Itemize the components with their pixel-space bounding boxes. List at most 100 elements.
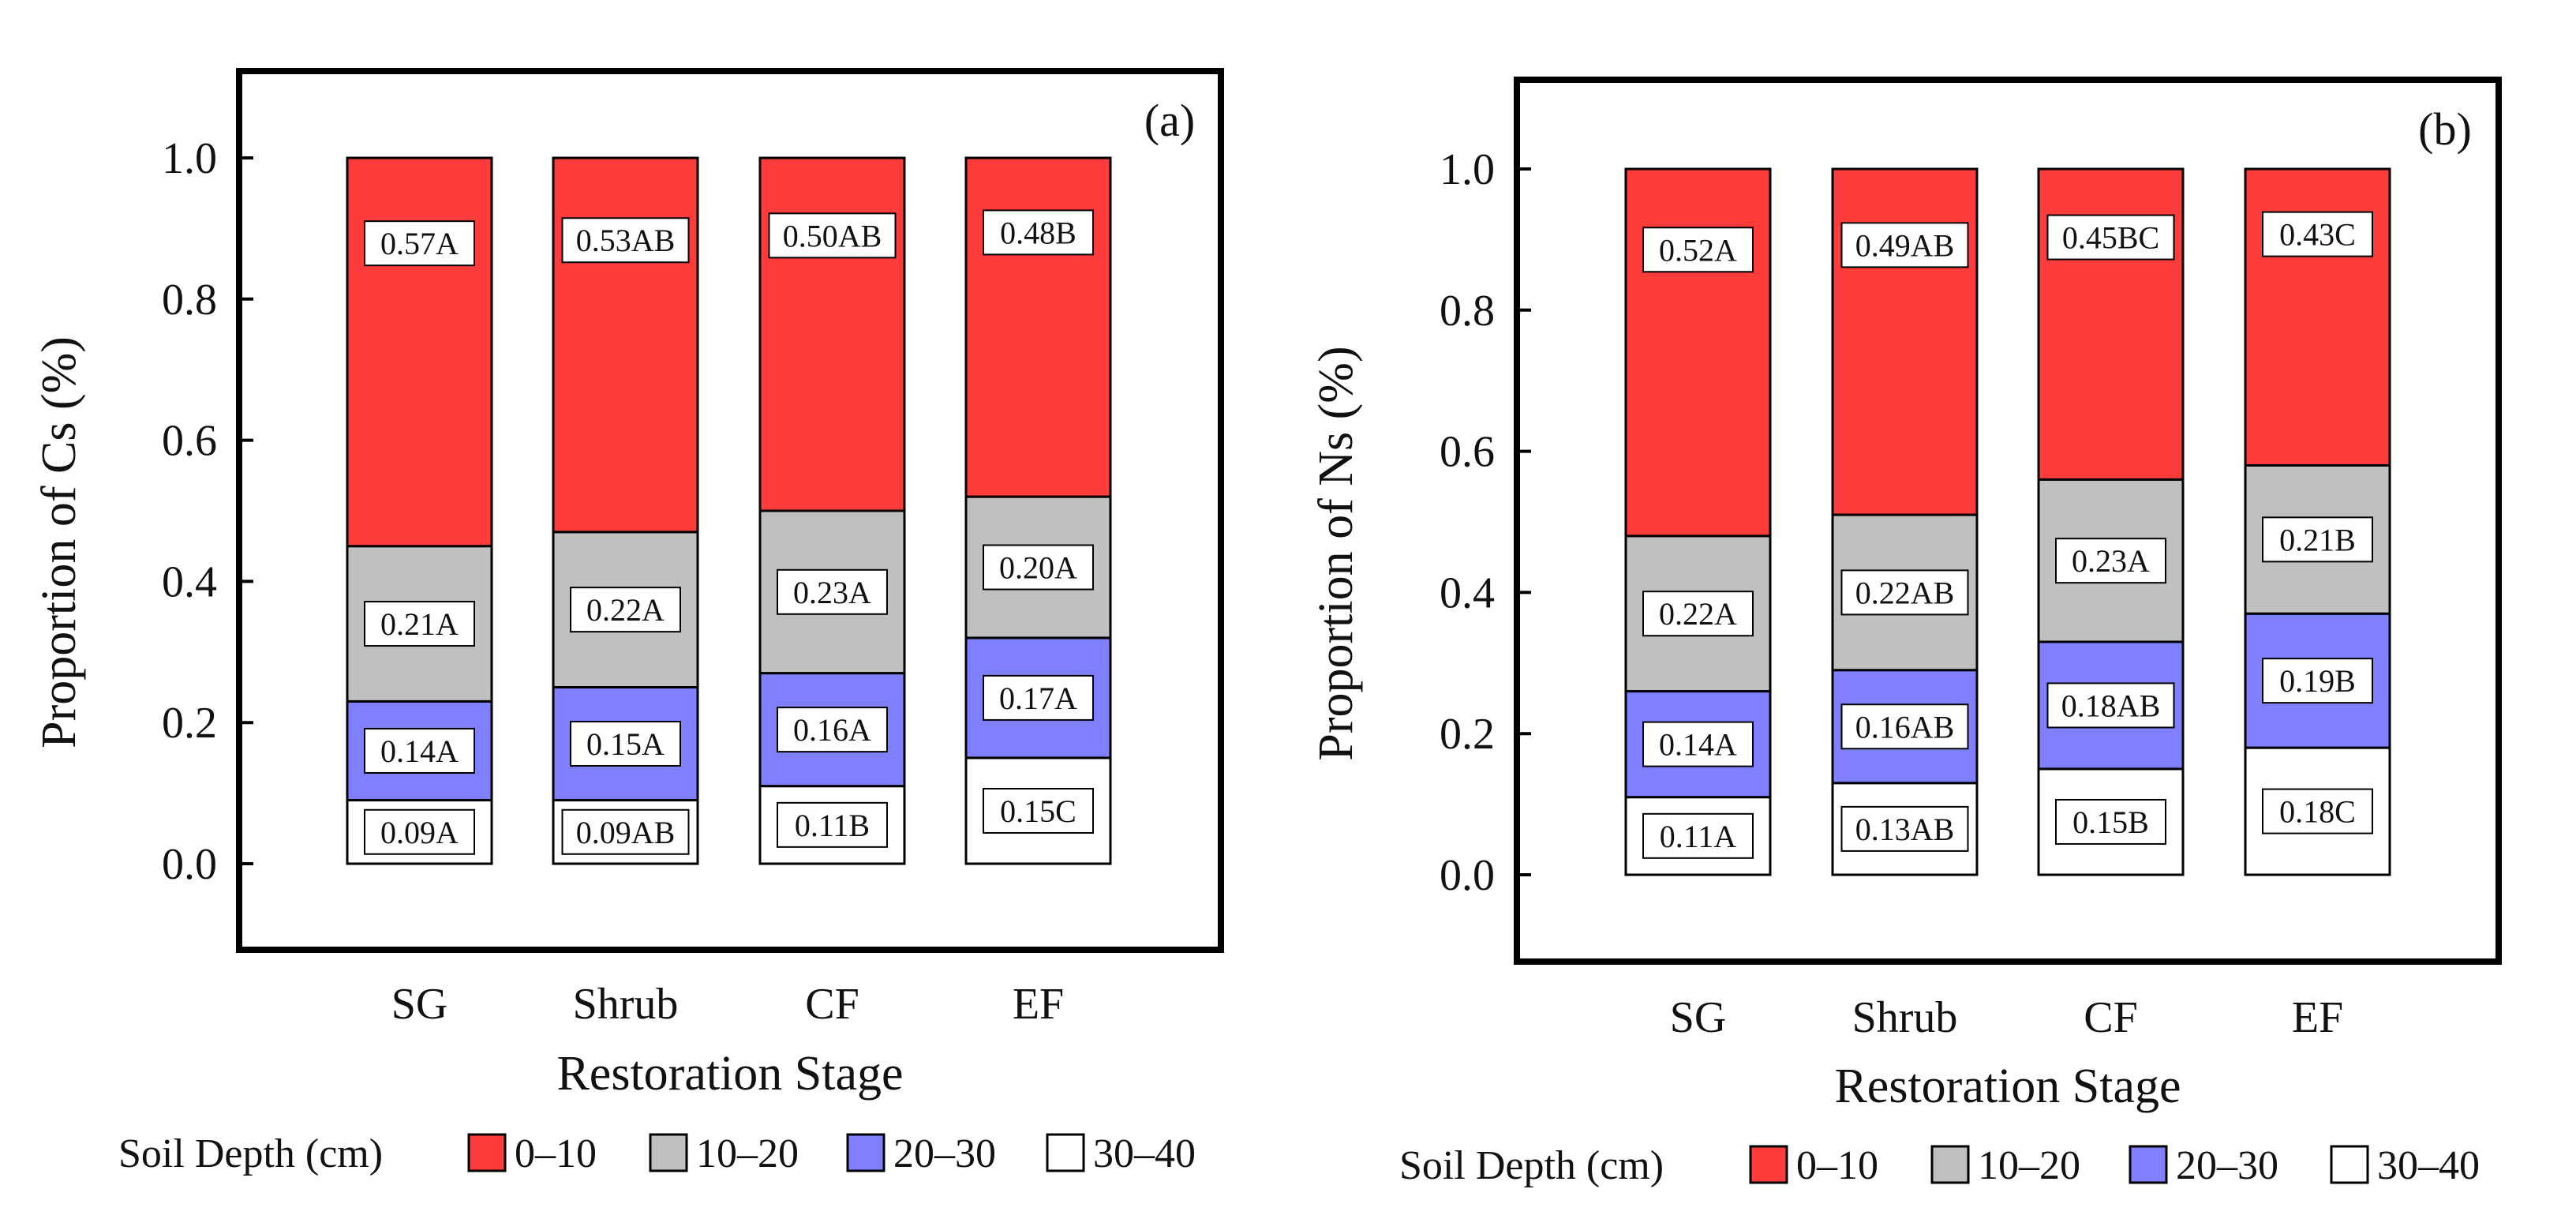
plot-frame bbox=[1514, 77, 2502, 965]
legend-label: 0–10 bbox=[1796, 1143, 1878, 1188]
segment-label: 0.23A bbox=[2072, 543, 2150, 579]
segment-label-box bbox=[2055, 798, 2166, 845]
bar-segment bbox=[1831, 167, 1979, 516]
segment-label-box bbox=[1840, 703, 1969, 750]
bar-segment bbox=[346, 156, 493, 548]
segment-label-box bbox=[1642, 227, 1754, 273]
y-tick-label: 0.2 bbox=[1440, 710, 1495, 759]
legend-swatch bbox=[467, 1133, 507, 1172]
segment-label: 0.16AB bbox=[1855, 709, 1955, 745]
segment-label-box bbox=[1840, 222, 1969, 268]
legend-swatch bbox=[2129, 1145, 2168, 1184]
segment-label: 0.18C bbox=[2279, 794, 2356, 830]
segment-label-box bbox=[983, 544, 1094, 591]
segment-label: 0.17A bbox=[999, 681, 1077, 716]
segment-label-box bbox=[777, 801, 888, 848]
legend-swatch bbox=[2330, 1145, 2369, 1184]
segment-label: 0.14A bbox=[380, 733, 459, 769]
x-tick-label: Shrub bbox=[573, 980, 679, 1029]
segment-label: 0.13AB bbox=[1855, 812, 1955, 847]
segment-label: 0.15B bbox=[2072, 805, 2149, 840]
legend-title: Soil Depth (cm) bbox=[118, 1131, 383, 1176]
segment-label-box bbox=[983, 787, 1094, 834]
segment-label: 0.18AB bbox=[2061, 688, 2161, 723]
segment-label: 0.21B bbox=[2279, 522, 2356, 557]
segment-label: 0.22AB bbox=[1855, 575, 1955, 610]
segment-label: 0.15A bbox=[586, 726, 665, 762]
segment-label: 0.22A bbox=[1659, 596, 1737, 632]
segment-label-box bbox=[1840, 569, 1969, 616]
segment-label: 0.53AB bbox=[576, 223, 676, 258]
legend-label: 30–40 bbox=[2377, 1143, 2480, 1188]
bar-segment bbox=[758, 156, 906, 512]
legend-label: 10–20 bbox=[696, 1131, 799, 1176]
legend-swatch bbox=[649, 1133, 688, 1172]
segment-label-box bbox=[777, 707, 888, 753]
segment-label-box bbox=[364, 220, 475, 267]
segment-label-box bbox=[2055, 538, 2166, 584]
legend-label: 30–40 bbox=[1093, 1131, 1196, 1176]
segment-label-box bbox=[768, 212, 897, 259]
segment-label-box bbox=[561, 808, 690, 855]
segment-label: 0.11B bbox=[795, 808, 870, 843]
y-tick-label: 1.0 bbox=[1440, 145, 1495, 194]
y-tick-label: 0.6 bbox=[1440, 428, 1495, 477]
segment-label-box bbox=[777, 568, 888, 615]
segment-label-box bbox=[983, 674, 1094, 721]
legend: Soil Depth (cm) 0–10 10–20 20–30 30–40 bbox=[118, 1131, 1196, 1176]
y-axis-title: Proportion of Ns (%) bbox=[1309, 346, 1363, 760]
x-tick-label: SG bbox=[1670, 993, 1727, 1042]
segment-label: 0.19B bbox=[2279, 663, 2356, 699]
x-axis-title: Restoration Stage bbox=[556, 1047, 903, 1101]
legend-swatch bbox=[1749, 1145, 1788, 1184]
y-tick-label: 0.8 bbox=[162, 276, 217, 324]
panel-b: 0.0 0.2 0.4 0.6 0.8 1.0 0.11A 0.14A 0.22A 0.52A SG… bbox=[1309, 77, 2502, 1188]
y-tick-label: 0.8 bbox=[1440, 287, 1495, 336]
segment-label-box bbox=[364, 601, 475, 647]
segment-label-box bbox=[570, 587, 681, 633]
bar-segment bbox=[1624, 167, 1772, 538]
y-tick-label: 0.6 bbox=[162, 417, 217, 466]
segment-label-box bbox=[2262, 516, 2373, 563]
segment-label-box bbox=[983, 209, 1094, 256]
legend: Soil Depth (cm) 0–10 10–20 20–30 30–40 bbox=[1399, 1143, 2480, 1188]
segment-label-box bbox=[2262, 658, 2373, 704]
segment-label: 0.16A bbox=[793, 712, 871, 748]
bar-segment bbox=[964, 156, 1112, 498]
segment-label-box bbox=[2046, 682, 2175, 729]
segment-label: 0.48B bbox=[1000, 215, 1076, 250]
segment-label-box bbox=[2262, 211, 2373, 257]
segment-label: 0.14A bbox=[1659, 727, 1737, 763]
segment-label-box bbox=[1840, 805, 1969, 852]
y-tick-label: 0.4 bbox=[162, 557, 217, 606]
segment-label: 0.57A bbox=[380, 226, 459, 261]
bar-segment bbox=[552, 156, 699, 534]
segment-label-box bbox=[1642, 812, 1754, 859]
segment-label: 0.20A bbox=[999, 550, 1077, 586]
legend-title: Soil Depth (cm) bbox=[1399, 1143, 1664, 1188]
segment-label: 0.09AB bbox=[576, 815, 676, 850]
plot-frame bbox=[236, 68, 1224, 953]
legend-swatch bbox=[1046, 1133, 1085, 1172]
segment-label: 0.45BC bbox=[2062, 220, 2159, 256]
x-axis-title: Restoration Stage bbox=[1834, 1060, 2181, 1113]
segment-label: 0.23A bbox=[793, 575, 871, 610]
legend-swatch bbox=[846, 1133, 886, 1172]
x-tick-label: EF bbox=[2292, 993, 2343, 1042]
x-tick-label: CF bbox=[2084, 993, 2138, 1042]
legend-label: 20–30 bbox=[893, 1131, 996, 1176]
segment-label: 0.49AB bbox=[1855, 227, 1955, 263]
segment-label: 0.09A bbox=[380, 815, 459, 850]
x-tick-label: Shrub bbox=[1852, 993, 1958, 1042]
segment-label: 0.21A bbox=[380, 606, 459, 642]
segment-label-box bbox=[364, 727, 475, 774]
x-tick-label: EF bbox=[1013, 980, 1064, 1029]
y-tick-label: 0.4 bbox=[1440, 568, 1495, 617]
segment-label-box bbox=[2262, 788, 2373, 835]
y-tick-label: 0.0 bbox=[1440, 851, 1495, 900]
panel-letter: (a) bbox=[1144, 95, 1195, 146]
y-tick-label: 1.0 bbox=[162, 134, 217, 183]
segment-label-box bbox=[561, 217, 690, 264]
x-tick-label: CF bbox=[805, 980, 859, 1029]
